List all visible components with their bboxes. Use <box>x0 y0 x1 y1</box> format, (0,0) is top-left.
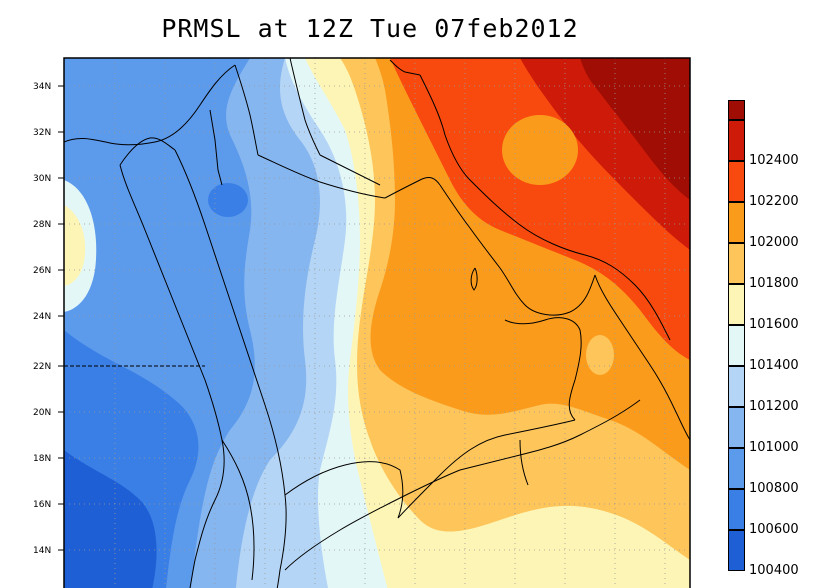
lat-label: 28N <box>33 220 51 230</box>
legend-label: 100600 <box>749 522 799 537</box>
lat-label: 32N <box>33 128 51 138</box>
legend-swatch <box>728 284 745 325</box>
legend-label: 101600 <box>749 317 799 332</box>
legend-label: 102000 <box>749 235 799 250</box>
map-title: PRMSL at 12Z Tue 07feb2012 <box>161 14 579 43</box>
legend-swatch <box>728 202 745 243</box>
lat-label: 16N <box>33 500 51 510</box>
legend-swatch <box>728 407 745 448</box>
lat-label: 18N <box>33 454 51 464</box>
legend-swatch <box>728 161 745 202</box>
legend-label: 101400 <box>749 358 799 373</box>
coastlines-borders <box>64 58 690 588</box>
legend-label: 102200 <box>749 194 799 209</box>
lat-label: 24N <box>33 312 51 322</box>
lat-label: 14N <box>33 546 51 556</box>
latitude-axis: 34N 32N 30N 28N 26N 24N 22N 20N 18N 16N … <box>33 82 64 556</box>
grid-lines <box>64 58 690 588</box>
legend-label: 101200 <box>749 399 799 414</box>
legend-swatch <box>728 448 745 489</box>
legend-label: 102400 <box>749 153 799 168</box>
lat-label: 30N <box>33 174 51 184</box>
legend-label: 101800 <box>749 276 799 291</box>
legend-swatch <box>728 366 745 407</box>
legend-label: 100800 <box>749 481 799 496</box>
lat-label: 26N <box>33 266 51 276</box>
legend-swatch <box>728 489 745 530</box>
legend-swatch <box>728 530 745 571</box>
lat-label: 22N <box>33 362 51 372</box>
pressure-contour-fills <box>64 58 690 588</box>
legend-swatch <box>728 243 745 284</box>
legend-swatch <box>728 100 745 120</box>
legend-label: 100400 <box>749 563 799 578</box>
legend-swatch <box>728 120 745 161</box>
legend-label: 101000 <box>749 440 799 455</box>
lat-label: 34N <box>33 82 51 92</box>
lat-label: 20N <box>33 408 51 418</box>
map-frame <box>63 57 691 588</box>
legend-swatch <box>728 325 745 366</box>
